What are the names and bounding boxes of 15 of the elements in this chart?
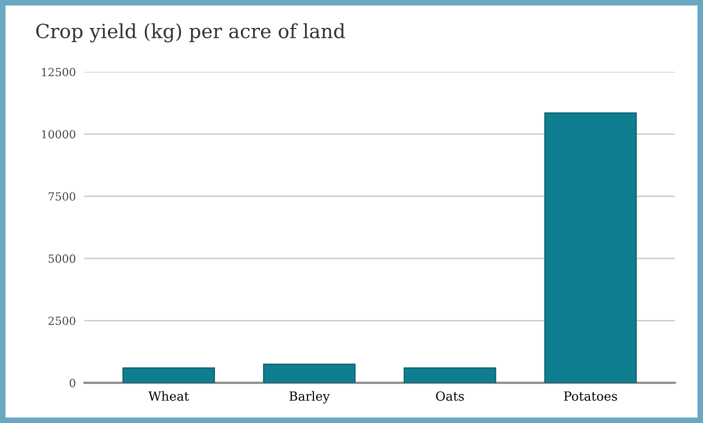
- bar: [122, 367, 215, 383]
- y-tick-label: 7500: [48, 192, 76, 201]
- x-tick-label: Barley: [289, 391, 330, 404]
- x-tick-label: Potatoes: [564, 392, 618, 401]
- x-tick-label: Oats: [436, 391, 464, 401]
- y-tick-label: 0: [70, 378, 76, 388]
- y-tick-label: 10000: [42, 130, 76, 138]
- y-tick-label: 12500: [42, 68, 76, 76]
- y-tick-label: 5000: [48, 254, 76, 263]
- bar: [544, 112, 637, 383]
- y-tick-label: 2500: [48, 316, 76, 326]
- x-tick-label: Wheat: [148, 391, 190, 401]
- bar: [404, 367, 496, 383]
- bar: [263, 364, 356, 383]
- chart-title: Crop yield (kg) per acre of land: [36, 23, 345, 42]
